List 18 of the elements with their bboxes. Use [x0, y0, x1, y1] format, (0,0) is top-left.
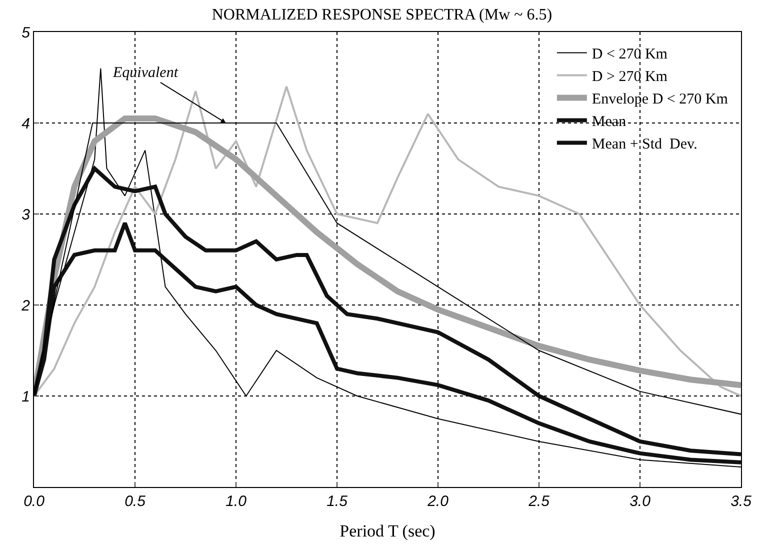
- legend-label: Mean + Std Dev.: [592, 136, 698, 153]
- x-tick-label: 1.0: [226, 493, 248, 510]
- chart-title: NORMALIZED RESPONSE SPECTRA (Mw ~ 6.5): [212, 6, 552, 24]
- y-tick-label: 2: [20, 297, 31, 314]
- x-tick-label: 0.5: [124, 493, 146, 510]
- annotation: Equivalent: [112, 65, 179, 81]
- y-tick-label: 1: [22, 388, 30, 406]
- x-tick-label: 1.5: [326, 493, 348, 510]
- legend-label: Envelope D < 270 Km: [592, 92, 728, 108]
- x-tick-label: 2.5: [528, 493, 550, 510]
- y-tick-label: 4: [22, 115, 30, 132]
- x-tick-label: 2.0: [426, 493, 450, 510]
- x-axis-title: Period T (sec): [340, 521, 436, 540]
- y-tick-label: 3: [22, 206, 31, 224]
- x-tick-label: 3.5: [730, 493, 752, 510]
- x-tick-label: 3.0: [630, 493, 652, 510]
- y-tick-label: 5: [22, 24, 31, 42]
- x-tick-label: 0.0: [24, 493, 46, 510]
